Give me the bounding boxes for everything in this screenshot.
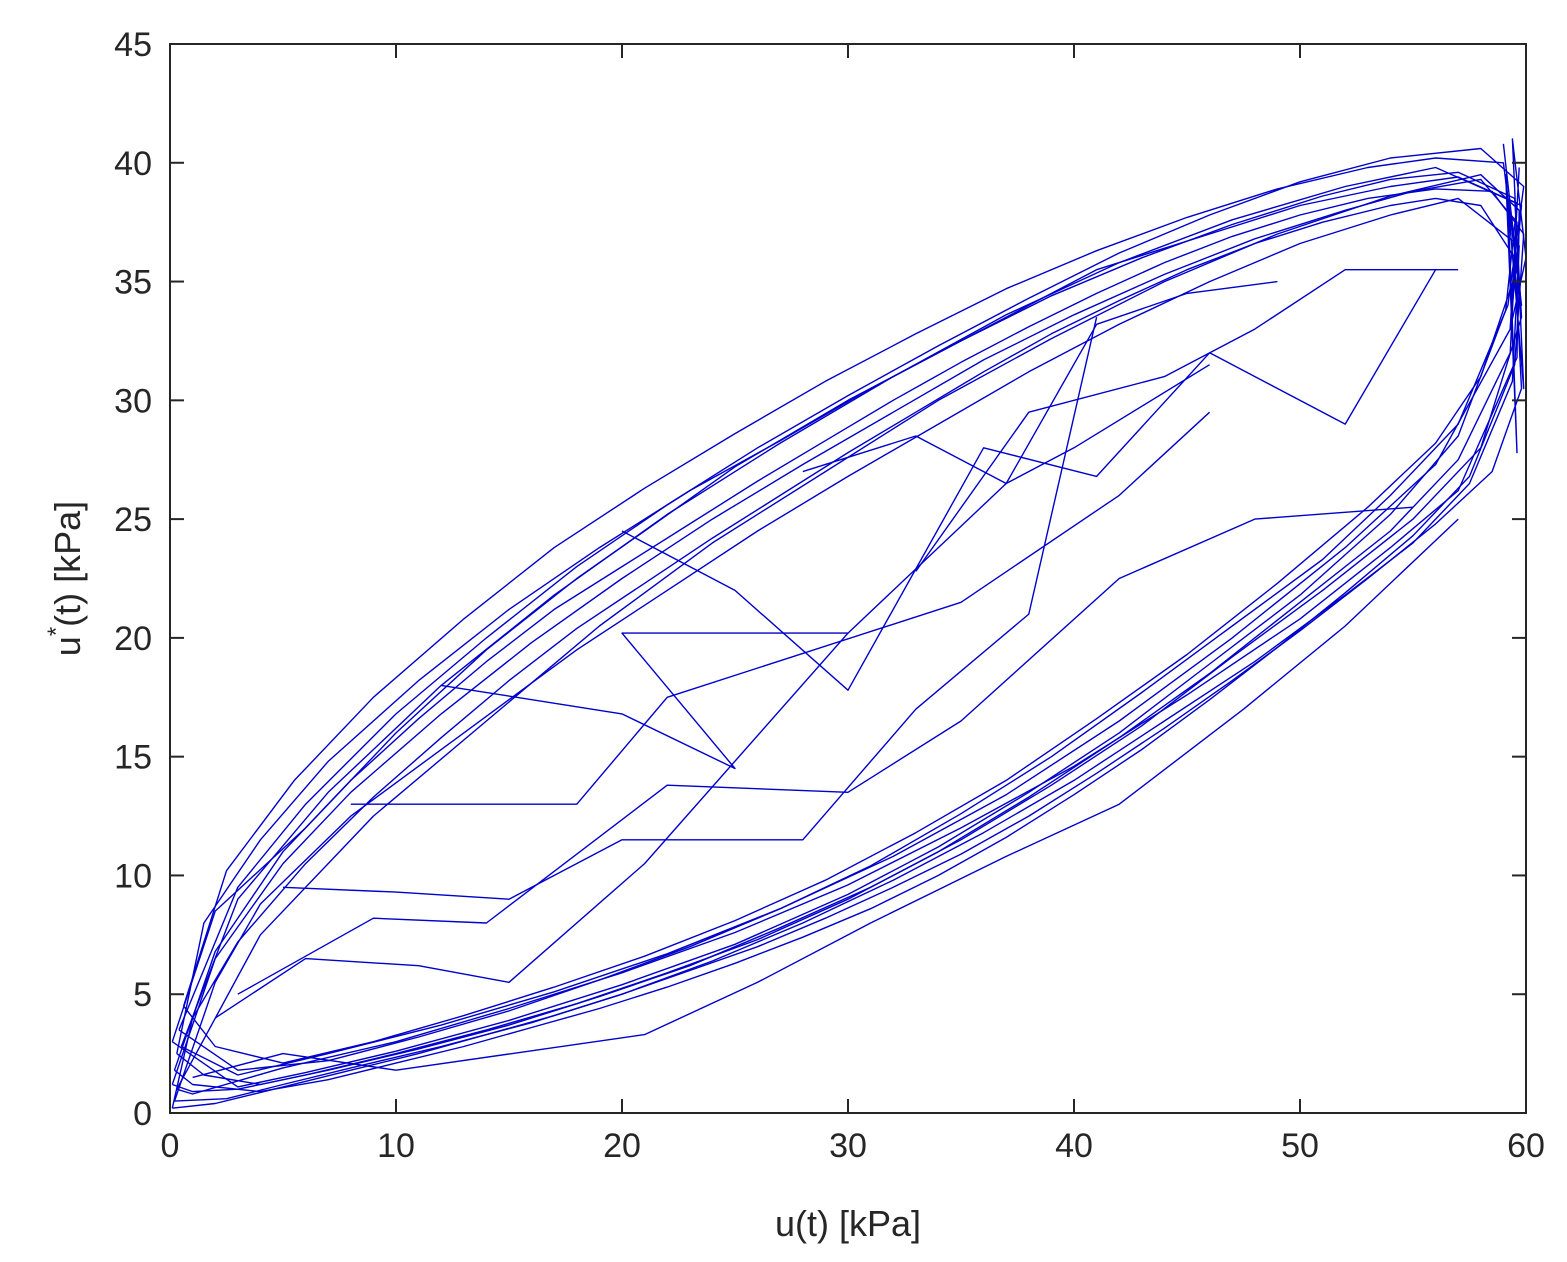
- y-axis-ticks: 0 5 10 15 20 25 30 35 40 45: [114, 26, 1526, 1133]
- series-line-18: [802, 280, 1278, 485]
- y-axis-label-main: u: [47, 636, 88, 656]
- series-line-16: [214, 364, 1210, 1019]
- y-axis-label-superscript: *: [43, 627, 70, 636]
- y-tick-label: 45: [114, 26, 152, 64]
- x-axis-ticks: 0 10 20 30 40 50 60: [161, 44, 1545, 1165]
- x-tick-label: 30: [829, 1127, 867, 1165]
- series-line-13: [621, 269, 1437, 691]
- y-axis-label-rest: (t) [kPa]: [47, 501, 88, 627]
- y-tick-label: 40: [114, 145, 152, 183]
- y-tick-label: 20: [114, 620, 152, 658]
- y-tick-label: 35: [114, 264, 152, 302]
- y-axis-label: u*(t) [kPa]: [43, 501, 88, 656]
- series-line-19: [192, 518, 1459, 1079]
- y-tick-label: 5: [133, 976, 152, 1014]
- y-tick-label: 30: [114, 382, 152, 420]
- y-tick-label: 15: [114, 739, 152, 777]
- series-line-9: [176, 174, 1520, 1095]
- x-axis-label: u(t) [kPa]: [775, 1203, 921, 1244]
- y-tick-label: 25: [114, 501, 152, 539]
- series-line-11: [441, 632, 848, 770]
- y-tick-label: 10: [114, 857, 152, 895]
- x-tick-label: 50: [1281, 1127, 1319, 1165]
- series-line-4: [178, 147, 1525, 1071]
- series-layer: [171, 138, 1527, 1109]
- series-line-17: [915, 269, 1459, 572]
- plot-area-frame: [169, 43, 1527, 1114]
- series-line-15: [237, 506, 1414, 995]
- x-tick-label: 60: [1507, 1127, 1545, 1165]
- y-tick-label: 0: [133, 1095, 152, 1133]
- x-tick-label: 20: [603, 1127, 641, 1165]
- x-tick-label: 40: [1055, 1127, 1093, 1165]
- x-tick-label: 0: [161, 1127, 180, 1165]
- series-line-14: [282, 317, 1098, 900]
- x-tick-label: 10: [377, 1127, 415, 1165]
- series-line-12: [350, 411, 1211, 805]
